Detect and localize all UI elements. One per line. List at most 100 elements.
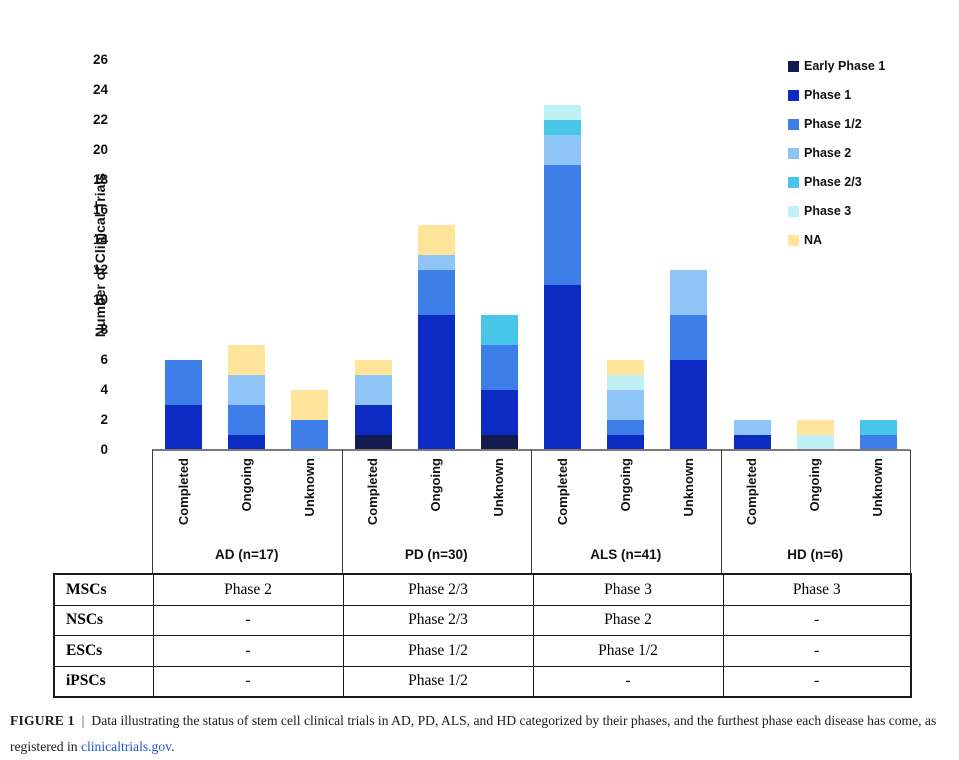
legend-swatch — [788, 205, 799, 217]
status-label: Completed — [554, 458, 570, 526]
bar-segment — [165, 405, 203, 450]
bar-segment — [796, 420, 834, 435]
table-cell: Phase 1/2 — [342, 635, 534, 667]
bar-segment — [228, 345, 266, 375]
chart-legend: Early Phase 1 Phase 1 Phase 1/2 Phase 2 Phas… — [788, 60, 885, 246]
bar-segment — [670, 270, 708, 315]
legend-label: Phase 1 — [804, 88, 852, 102]
group-label: AD (n=17) — [215, 547, 279, 562]
table-row-header: MSCs — [53, 573, 154, 606]
bar-segment — [607, 420, 645, 435]
table-row: NSCs - Phase 2/3 Phase 2- — [53, 604, 912, 636]
legend-swatch — [788, 176, 799, 188]
legend-swatch — [788, 89, 799, 101]
bar-segment — [607, 375, 645, 390]
bar-segment — [544, 120, 582, 135]
bar-segment — [417, 315, 455, 450]
table-row-header: NSCs — [53, 604, 154, 636]
legend-label: Phase 2/3 — [804, 175, 862, 189]
bar-segment — [733, 420, 771, 435]
table-row: iPSCs - Phase 1/2- - — [53, 665, 912, 698]
group-label: HD (n=6) — [787, 547, 844, 562]
legend-item: Phase 3 — [788, 205, 885, 217]
bar-segment — [228, 435, 266, 450]
legend-label: Phase 1/2 — [804, 117, 862, 131]
legend-item: NA — [788, 234, 885, 246]
stacked-bar-chart: Number of Clinical Trials 0 2 4 6 8 10 12 14 16 1… — [92, 52, 911, 573]
legend-item: Phase 1/2 — [788, 118, 885, 130]
bar-segment — [859, 435, 897, 450]
caption-separator: | — [81, 713, 85, 728]
table-cell: - — [722, 604, 912, 636]
legend-item: Phase 1 — [788, 89, 885, 101]
legend-item: Phase 2 — [788, 147, 885, 159]
group-label: ALS (n=41) — [590, 547, 662, 562]
bar-segment — [354, 375, 392, 405]
group-label: PD (n=30) — [404, 547, 468, 562]
legend-label: Early Phase 1 — [804, 59, 886, 73]
status-label: Completed — [744, 458, 760, 526]
bar-segment — [544, 165, 582, 285]
y-tick-label: 12 — [92, 262, 108, 277]
status-label: Ongoing — [617, 458, 633, 512]
y-tick-label: 20 — [92, 142, 108, 157]
group-divider-line — [720, 450, 722, 573]
table-cell: Phase 2 — [152, 573, 344, 606]
bar-segment — [607, 435, 645, 450]
legend-swatch — [788, 147, 799, 159]
figure-label: FIGURE 1 — [10, 713, 75, 728]
bar-segment — [228, 375, 266, 405]
table-row: ESCs - Phase 1/2 Phase 1/2- — [53, 635, 912, 667]
bar-segment — [354, 435, 392, 450]
bar-segment — [291, 420, 329, 450]
table-cell: Phase 3 — [532, 573, 724, 606]
y-tick-label: 0 — [100, 442, 108, 457]
y-tick-label: 6 — [100, 352, 108, 367]
status-label: Unknown — [301, 458, 317, 517]
legend-label: Phase 2 — [804, 146, 852, 160]
status-label: Unknown — [491, 458, 507, 517]
table-cell: - — [152, 635, 344, 667]
x-axis-line — [152, 449, 910, 451]
table-cell: Phase 1/2 — [532, 635, 724, 667]
bar-segment — [607, 360, 645, 375]
y-axis-title: Number of Clinical Trials — [92, 172, 108, 338]
bar-segment — [859, 420, 897, 435]
status-label: Unknown — [870, 458, 886, 517]
y-tick-label: 4 — [100, 382, 108, 397]
bar-segment — [544, 105, 582, 120]
caption-text: Data illustrating the status of stem cel… — [10, 713, 937, 754]
status-label: Unknown — [680, 458, 696, 517]
legend-item: Phase 2/3 — [788, 176, 885, 188]
y-tick-label: 26 — [92, 52, 108, 67]
bar-segment — [670, 315, 708, 360]
figure-caption: FIGURE 1 | Data illustrating the status of… — [10, 708, 952, 760]
status-label: Ongoing — [807, 458, 823, 512]
y-tick-label: 22 — [92, 112, 108, 127]
table-cell: - — [722, 635, 912, 667]
y-tick-label: 10 — [92, 292, 108, 307]
table-cell: Phase 1/2 — [342, 665, 534, 698]
table-cell: Phase 2 — [532, 604, 724, 636]
table-row: MSCs Phase 2 Phase 2/3 Phase 3 Phase 3 — [53, 573, 912, 606]
legend-label: NA — [804, 233, 823, 247]
furthest-phase-table: MSCs Phase 2 Phase 2/3 Phase 3 Phase 3 NSCs - P… — [53, 573, 912, 698]
y-tick-label: 24 — [92, 82, 108, 97]
group-divider-line — [910, 450, 911, 573]
bar-segment — [796, 435, 834, 450]
y-tick-label: 16 — [92, 202, 108, 217]
legend-label: Phase 3 — [804, 204, 852, 218]
group-divider-line — [152, 450, 153, 573]
y-tick-label: 8 — [100, 322, 108, 337]
group-divider-line — [341, 450, 343, 573]
y-tick-label: 18 — [92, 172, 108, 187]
group-divider-line — [531, 450, 532, 573]
bar-segment — [165, 360, 203, 405]
clinicaltrials-link[interactable]: clinicaltrials.gov — [80, 739, 172, 754]
bar-segment — [733, 435, 771, 450]
bar-segment — [607, 390, 645, 420]
bar-segment — [480, 345, 518, 390]
caption-suffix: . — [171, 739, 175, 754]
bar-segment — [354, 360, 392, 375]
